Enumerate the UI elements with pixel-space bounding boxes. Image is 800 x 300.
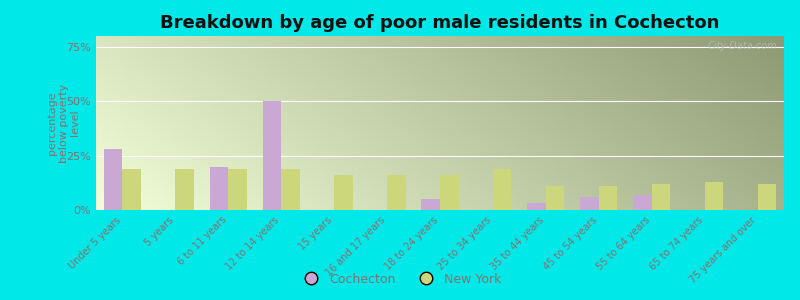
- Bar: [705, 182, 723, 210]
- Bar: [122, 169, 141, 210]
- Legend: Cochecton, New York: Cochecton, New York: [294, 268, 506, 291]
- Title: Breakdown by age of poor male residents in Cochecton: Breakdown by age of poor male residents …: [160, 14, 720, 32]
- Bar: [387, 175, 406, 210]
- Bar: [228, 169, 247, 210]
- Bar: [527, 203, 546, 210]
- Bar: [598, 186, 618, 210]
- Bar: [440, 175, 458, 210]
- Text: City-Data.com: City-Data.com: [707, 41, 777, 51]
- Bar: [758, 184, 776, 210]
- Bar: [104, 149, 122, 210]
- Y-axis label: percentage
below poverty
level: percentage below poverty level: [47, 83, 80, 163]
- Bar: [262, 101, 282, 210]
- Bar: [422, 199, 440, 210]
- Bar: [580, 197, 598, 210]
- Bar: [210, 167, 228, 210]
- Bar: [652, 184, 670, 210]
- Bar: [546, 186, 564, 210]
- Bar: [334, 175, 353, 210]
- Bar: [633, 195, 652, 210]
- Bar: [175, 169, 194, 210]
- Bar: [282, 169, 300, 210]
- Bar: [493, 169, 511, 210]
